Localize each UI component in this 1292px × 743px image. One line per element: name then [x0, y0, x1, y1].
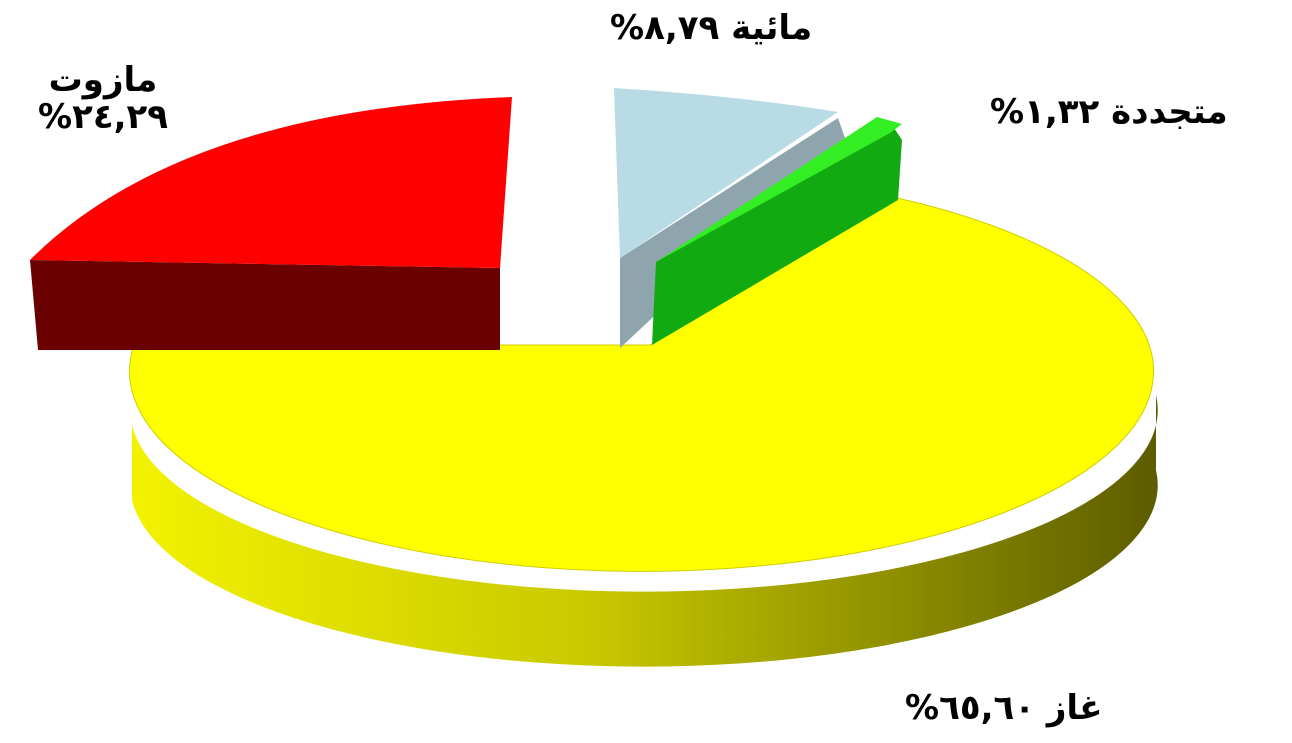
label-mazout-name: مازوت [48, 60, 158, 100]
slice-mazout-side [30, 260, 500, 350]
slice-hydro [614, 88, 838, 258]
slice-gas [129, 197, 1154, 572]
label-mazout: مازوت %٢٤,٢٩ [8, 60, 198, 138]
label-gas: غاز %٦٥,٦٠ [905, 688, 1103, 728]
label-renewable: متجددة %١,٣٢ [990, 92, 1228, 132]
slice-mazout [30, 97, 512, 268]
label-renewable-value: %١,٣٢ [990, 92, 1100, 132]
slice-gas-side [132, 395, 1158, 667]
label-renewable-name: متجددة [1111, 92, 1228, 132]
slice-renewable-side [652, 122, 902, 345]
label-hydro: مائية %٨,٧٩ [610, 8, 813, 48]
label-mazout-value: %٢٤,٢٩ [37, 97, 168, 138]
label-gas-name: غاز [1046, 688, 1103, 728]
label-hydro-name: مائية [731, 8, 813, 48]
label-gas-value: %٦٥,٦٠ [905, 688, 1036, 728]
slice-renewable [656, 117, 902, 262]
label-hydro-value: %٨,٧٩ [610, 8, 720, 48]
